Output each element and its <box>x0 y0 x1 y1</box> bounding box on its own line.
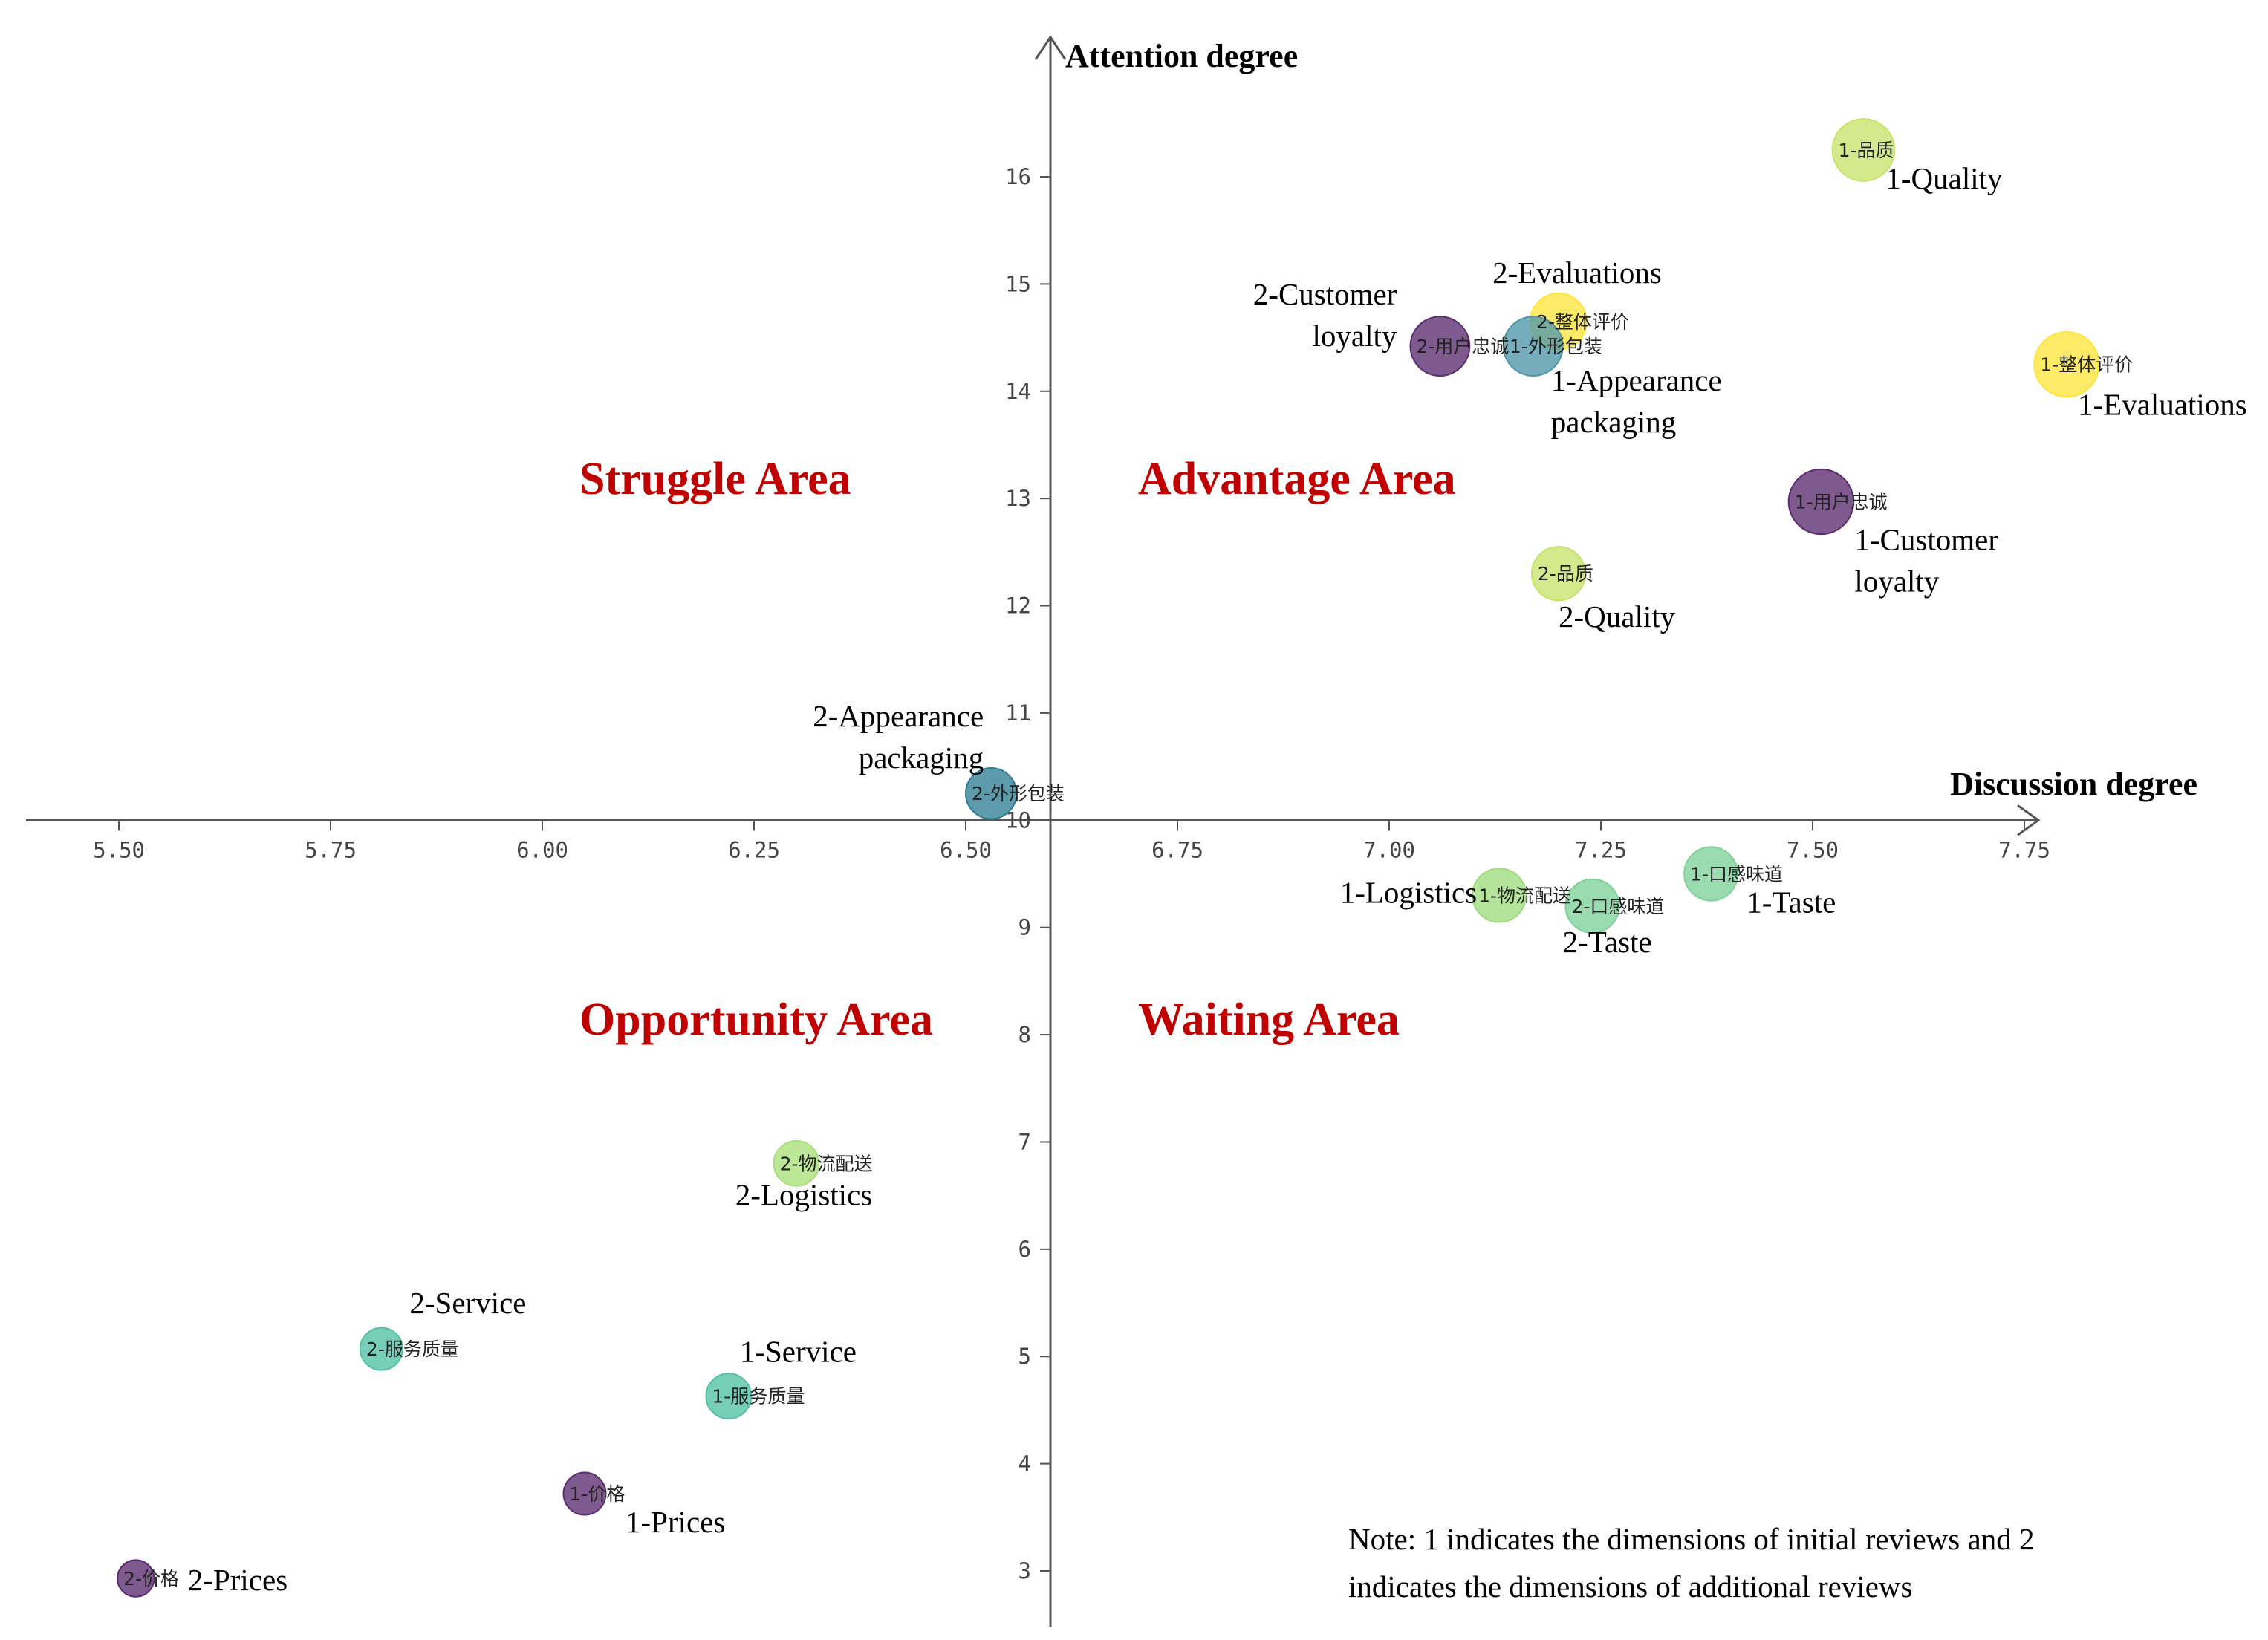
region-labels: Struggle Area Advantage Area Opportunity A… <box>579 454 1456 1045</box>
point-cn-label: 2-口感味道 <box>1572 896 1665 917</box>
point-cn-label: 2-外形包装 <box>972 783 1065 804</box>
point-cn-label: 1-品质 <box>1839 140 1894 161</box>
point-cn-label: 2-物流配送 <box>780 1153 873 1174</box>
point-en-label: 1-Quality <box>1885 161 2003 195</box>
point-cn-label: 2-品质 <box>1538 563 1593 585</box>
point-cn-label: 2-用户忠诚 <box>1417 336 1510 357</box>
note: Note: 1 indicates the dimensions of init… <box>1348 1522 2034 1604</box>
x-tick-label: 7.25 <box>1575 837 1627 862</box>
point-en-label: 2-Evaluations <box>1492 256 1662 290</box>
x-tick-label: 6.50 <box>940 837 992 862</box>
y-axis-title: Attention degree <box>1065 38 1298 74</box>
y-tick-label: 11 <box>1005 700 1031 726</box>
point-en-label: 2-Logistics <box>735 1177 872 1211</box>
y-tick-label: 7 <box>1018 1129 1031 1154</box>
y-tick-label: 14 <box>1005 379 1031 404</box>
x-axis-title: Discussion degree <box>1950 766 2197 802</box>
y-tick-label: 16 <box>1005 164 1031 189</box>
point-en-label: packaging <box>859 741 984 775</box>
point-cn-label: 1-整体评价 <box>2040 354 2133 376</box>
x-tick-label: 6.75 <box>1151 837 1203 862</box>
point-en-label: loyalty <box>1313 319 1397 353</box>
y-tick-label: 3 <box>1018 1558 1031 1584</box>
point-cn-label: 1-外形包装 <box>1510 336 1602 357</box>
x-tick-label: 5.50 <box>93 837 145 862</box>
point-en-label: 1-Appearance <box>1551 363 1722 397</box>
region-label-top-right: Advantage Area <box>1138 454 1456 504</box>
point-en-label: 1-Taste <box>1747 885 1836 920</box>
y-tick-label: 9 <box>1018 915 1031 940</box>
point-en-label: 1-Logistics <box>1340 875 1477 909</box>
y-tick-label: 4 <box>1018 1451 1031 1477</box>
note-line: Note: 1 indicates the dimensions of init… <box>1348 1522 2034 1556</box>
y-tick-label: 8 <box>1018 1022 1031 1047</box>
x-tick-label: 7.50 <box>1787 837 1839 862</box>
point-cn-label: 1-用户忠诚 <box>1795 491 1888 512</box>
point-cn-label: 1-价格 <box>570 1483 626 1505</box>
point-cn-label: 1-口感味道 <box>1690 864 1783 885</box>
point-en-label: 1-Service <box>740 1335 857 1369</box>
point-en-label: 1-Evaluations <box>2078 388 2247 422</box>
point-en-label: packaging <box>1551 405 1676 439</box>
point-cn-label: 2-整体评价 <box>1536 311 1629 333</box>
region-label-bottom-left: Opportunity Area <box>579 995 933 1045</box>
point-en-label: 2-Appearance <box>813 699 984 733</box>
x-tick-label: 6.00 <box>516 837 568 862</box>
note-line: indicates the dimensions of additional r… <box>1348 1569 1912 1604</box>
x-tick-label: 7.75 <box>1998 837 2050 862</box>
point-en-label: 1-Customer <box>1854 522 1998 556</box>
point-cn-label: 1-物流配送 <box>1478 885 1571 906</box>
quadrant-scatter-chart: 5.50 5.75 6.00 6.25 6.50 6.75 7.00 7.25 7.50 7.75… <box>0 0 2268 1640</box>
point-cn-label: 2-价格 <box>123 1568 179 1589</box>
point-en-label: loyalty <box>1854 564 1939 598</box>
y-tick-label: 12 <box>1005 593 1031 619</box>
point-cn-label: 2-服务质量 <box>366 1338 459 1360</box>
y-tick-label: 5 <box>1018 1344 1031 1369</box>
y-tick-label: 13 <box>1005 486 1031 511</box>
x-tick-label: 5.75 <box>305 837 357 862</box>
point-en-label: 2-Service <box>409 1286 526 1320</box>
region-label-top-left: Struggle Area <box>579 454 851 504</box>
y-tick-label: 6 <box>1018 1237 1031 1262</box>
x-tick-label: 6.25 <box>728 837 780 862</box>
point-labels: 1-品质1-Quality 1-整体评价 1-Evaluations 2-整体评价 2-… <box>123 140 2247 1597</box>
point-en-label: 2-Customer <box>1253 277 1397 311</box>
region-label-bottom-right: Waiting Area <box>1138 995 1400 1045</box>
y-tick-label: 15 <box>1005 271 1031 296</box>
point-en-label: 1-Prices <box>626 1505 725 1539</box>
axes: 5.50 5.75 6.00 6.25 6.50 6.75 7.00 7.25 7.50 7.75… <box>26 37 2197 1627</box>
point-en-label: 2-Prices <box>188 1563 287 1597</box>
point-cn-label: 1-服务质量 <box>712 1386 805 1408</box>
x-tick-label: 7.00 <box>1363 837 1415 862</box>
point-en-label: 2-Taste <box>1563 925 1652 959</box>
point-en-label: 2-Quality <box>1559 599 1676 634</box>
